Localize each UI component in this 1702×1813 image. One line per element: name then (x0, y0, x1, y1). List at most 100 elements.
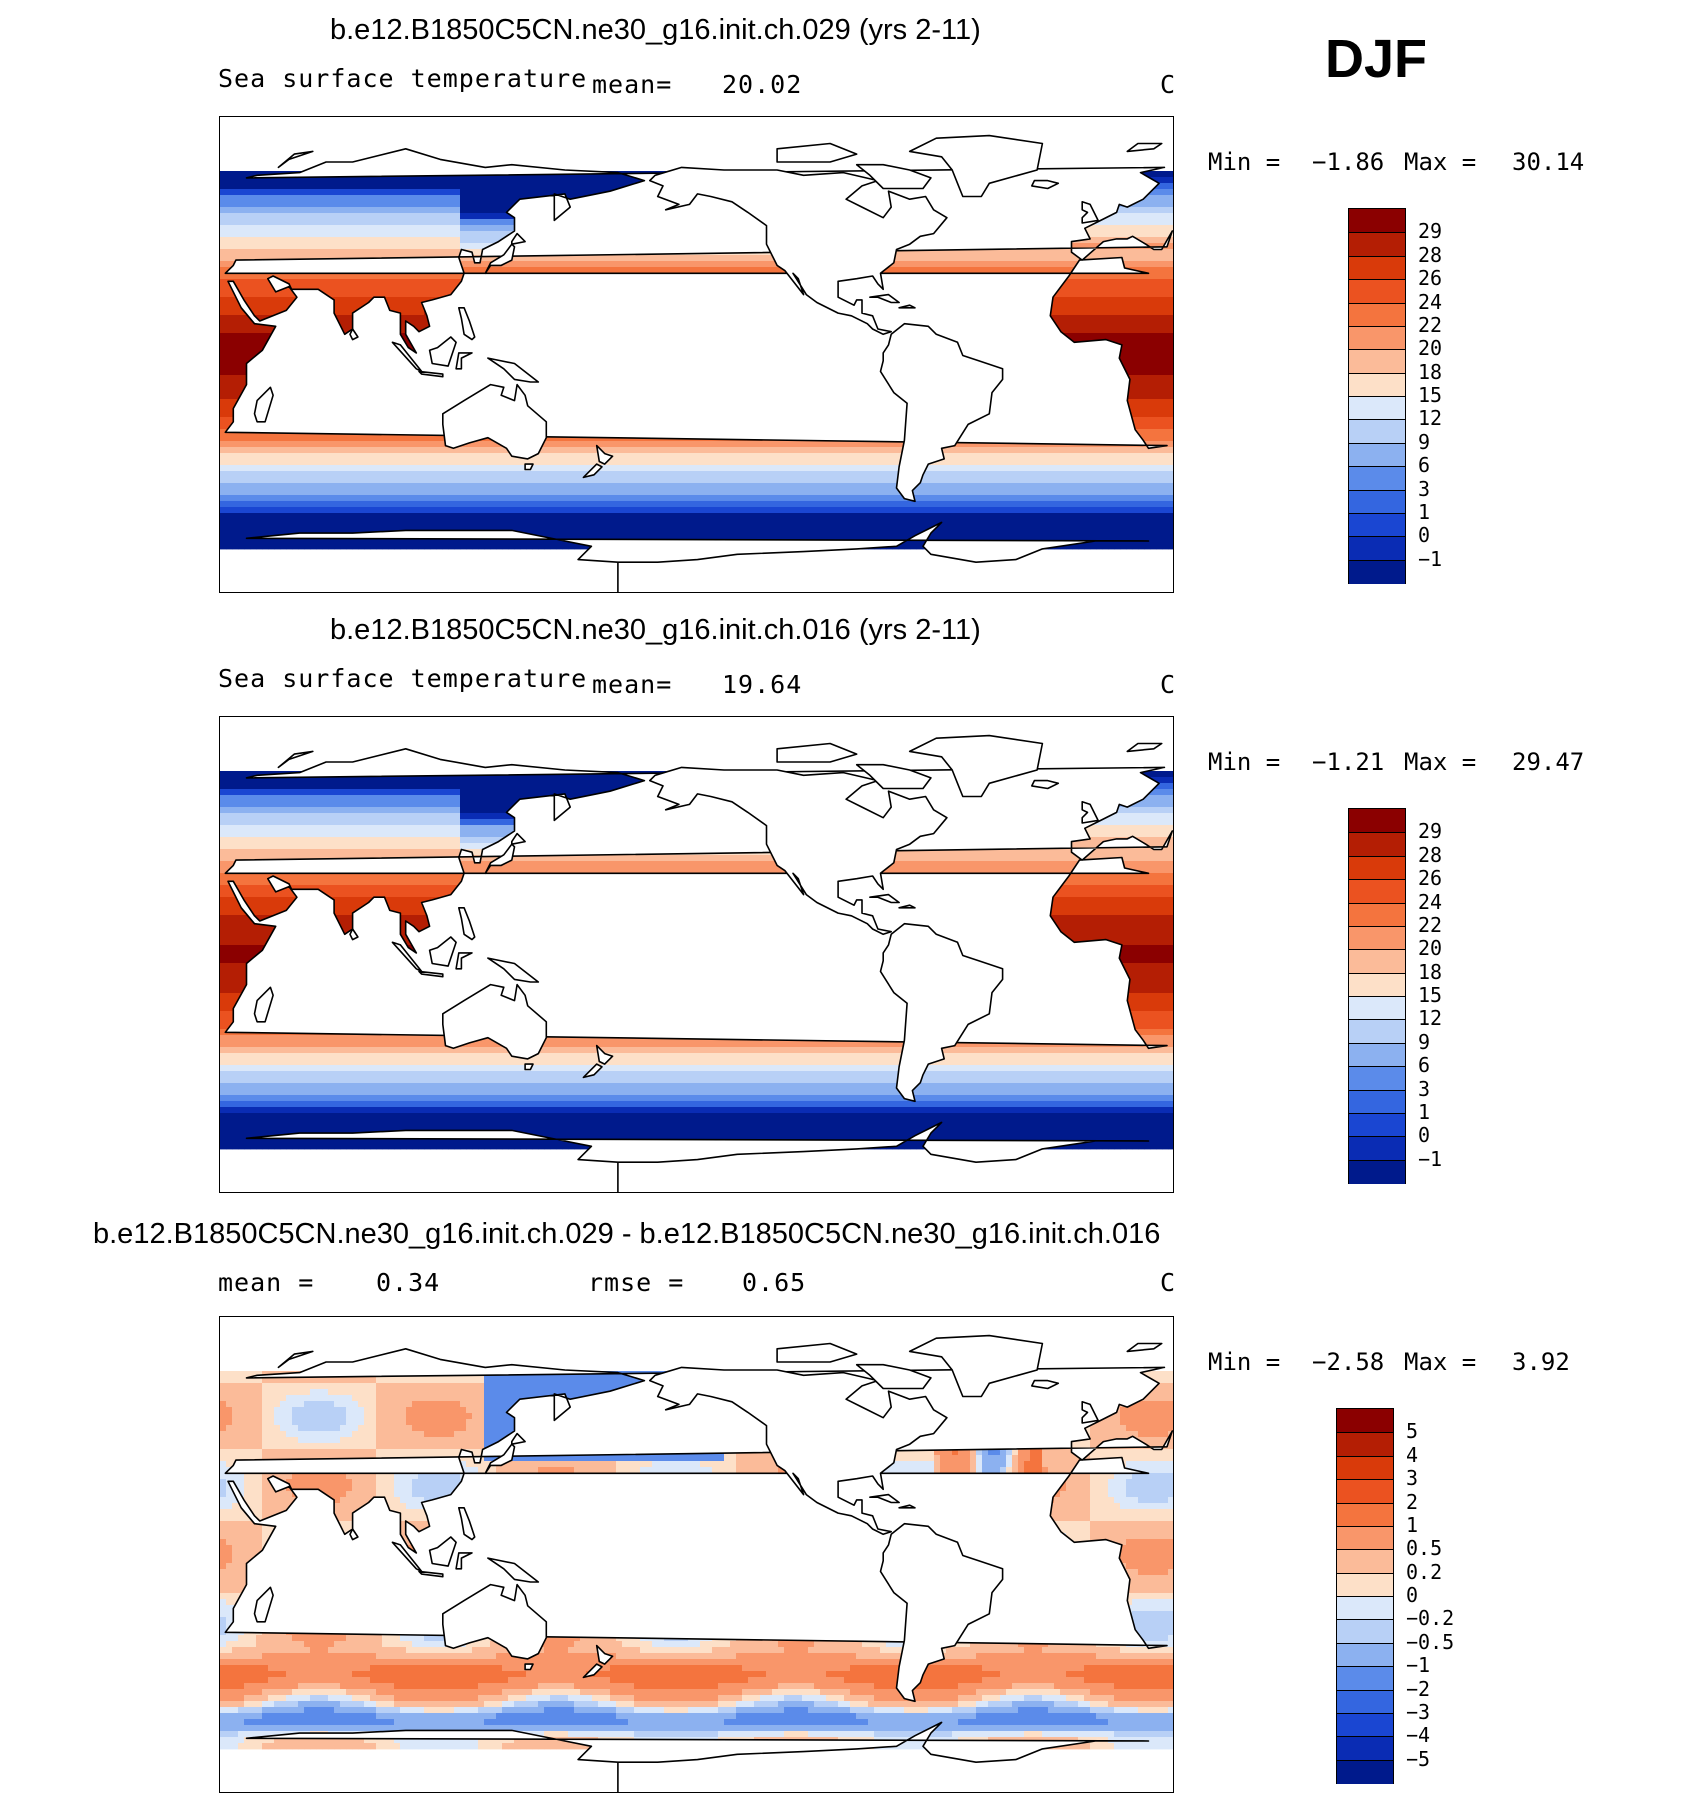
map-cell (262, 201, 269, 208)
map-cell (568, 267, 575, 274)
map-cell (1126, 345, 1133, 352)
map-cell (922, 249, 929, 256)
map-cell (430, 195, 437, 202)
map-cell (304, 213, 311, 220)
map-cell (418, 219, 425, 226)
map-cell (292, 195, 299, 202)
map-cell (1168, 243, 1173, 250)
map-cell (1168, 273, 1173, 280)
map-cell (1138, 303, 1145, 310)
map-cell (1168, 297, 1173, 304)
mean-label: mean= (592, 70, 672, 99)
map-cell (256, 285, 263, 292)
map-cell (400, 249, 407, 256)
map-cell (508, 201, 515, 208)
map-cell (940, 267, 947, 274)
map-cell (364, 219, 371, 226)
map-cell (268, 297, 275, 304)
map-cell (646, 261, 653, 268)
map-cell (484, 189, 491, 196)
map-cell (250, 351, 257, 358)
map-cell (418, 189, 425, 196)
map-cell (1150, 189, 1157, 196)
map-cell (1048, 255, 1055, 262)
map-cell (1096, 309, 1103, 316)
map-cell (994, 255, 1001, 262)
map-cell (1132, 213, 1139, 220)
map-cell (268, 231, 275, 238)
map-cell (1144, 327, 1151, 334)
map-cell (400, 207, 407, 214)
map-cell (544, 177, 551, 184)
map-cell (466, 243, 473, 250)
map-cell (778, 267, 785, 274)
map-cell (1168, 213, 1173, 220)
map-cell (448, 243, 455, 250)
map-cell (310, 243, 317, 250)
map-cell (1108, 315, 1115, 322)
map-cell (1120, 309, 1127, 316)
map-cell (652, 255, 659, 262)
map-cell (340, 321, 347, 328)
map-cell (322, 237, 329, 244)
map-cell (1150, 285, 1157, 292)
map-cell (1102, 219, 1109, 226)
map-cell (1090, 249, 1097, 256)
map-cell (280, 189, 287, 196)
map-cell (448, 237, 455, 244)
map-cell (406, 309, 413, 316)
map-cell (280, 177, 287, 184)
map-cell (988, 261, 995, 268)
map-cell (1144, 297, 1151, 304)
map-cell (1114, 309, 1121, 316)
map-cell (700, 261, 707, 268)
map-cell (1114, 315, 1121, 322)
map-cell (448, 177, 455, 184)
map-cell (250, 321, 257, 328)
map-cell (376, 207, 383, 214)
map-cell (502, 201, 509, 208)
map-cell (1150, 261, 1157, 268)
map-cell (466, 183, 473, 190)
map-cell (244, 231, 251, 238)
map-cell (340, 315, 347, 322)
map-cell (238, 279, 245, 286)
map-cell (526, 177, 533, 184)
map-cell (556, 177, 563, 184)
map-cell (1114, 219, 1121, 226)
map-cell (472, 207, 479, 214)
panel-title: b.e12.B1850C5CN.ne30_g16.init.ch.029 (yr… (330, 14, 981, 47)
map-cell (496, 201, 503, 208)
map-cell (280, 231, 287, 238)
map-cell (1096, 279, 1103, 286)
map-cell (340, 237, 347, 244)
map-cell (460, 231, 467, 238)
map-cell (226, 183, 233, 190)
map-cell (310, 189, 317, 196)
map-cell (250, 303, 257, 310)
map-cell (250, 333, 257, 340)
map-cell (418, 177, 425, 184)
map-cell (412, 321, 419, 328)
map-cell (1156, 291, 1163, 298)
map-cell (274, 189, 281, 196)
map-cell (424, 225, 431, 232)
map-cell (364, 207, 371, 214)
map-cell (934, 261, 941, 268)
map-cell (238, 177, 245, 184)
map-cell (1144, 345, 1151, 352)
map-cell (226, 339, 233, 346)
map-cell (550, 255, 557, 262)
map-cell (1168, 321, 1173, 328)
map-cell (1096, 297, 1103, 304)
map-cell (568, 261, 575, 268)
map-cell (1162, 237, 1169, 244)
map-cell (1120, 333, 1127, 340)
map-cell (232, 249, 239, 256)
map-cell (1126, 279, 1133, 286)
map-cell (388, 213, 395, 220)
map-cell (1168, 225, 1173, 232)
map-cell (610, 267, 617, 274)
map-cell (226, 177, 233, 184)
map-cell (280, 303, 287, 310)
